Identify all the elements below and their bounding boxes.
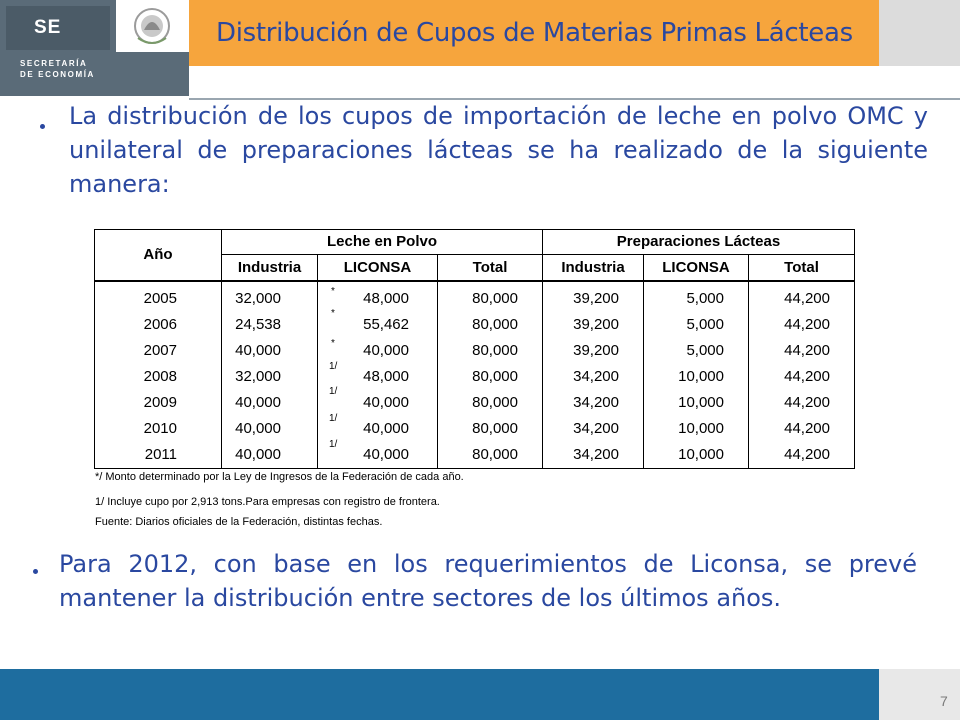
- cell-value: 80,000: [437, 390, 543, 416]
- cell-year: 2011: [94, 442, 222, 469]
- title-bar: [189, 0, 879, 66]
- cell-value: 24,538: [221, 312, 318, 338]
- subheader-liconsa: LICONSA: [643, 254, 749, 283]
- cell-year: 2006: [94, 312, 222, 338]
- table-header-row-2: Industria LICONSA Total Industria LICONS…: [95, 254, 855, 283]
- footnote-2: 1/ Incluye cupo por 2,913 tons.Para empr…: [95, 496, 440, 508]
- cell-value: 39,200: [542, 281, 644, 312]
- table-row: 2010 40,000 40,000 80,000 34,200 10,000 44,200: [94, 416, 855, 442]
- cell-value: 40,000: [317, 390, 438, 416]
- cell-value: 32,000: [221, 364, 318, 390]
- cell-value: 44,200: [748, 281, 855, 312]
- page-number: 7: [940, 693, 948, 709]
- logo-se-mark: SE: [6, 6, 110, 50]
- footnote-mark: *: [331, 308, 335, 319]
- cell-value: 40,000: [317, 338, 438, 364]
- cell-value: 80,000: [437, 338, 543, 364]
- table-row: 2011 40,000 40,000 80,000 34,200 10,000 44,200: [94, 442, 855, 469]
- cell-value: 40,000: [221, 442, 318, 469]
- mexico-coat-of-arms-icon: [116, 0, 189, 52]
- footnote-mark: *: [331, 338, 335, 349]
- cell-value: 10,000: [643, 416, 749, 442]
- table-row: 2007 40,000 40,000 80,000 39,200 5,000 44,200: [94, 338, 855, 364]
- cell-year: 2010: [94, 416, 222, 442]
- cell-value: 40,000: [221, 416, 318, 442]
- cell-value: 10,000: [643, 442, 749, 469]
- cell-value: 40,000: [317, 416, 438, 442]
- footer-end: [879, 669, 960, 720]
- table-body: 2005 32,000 48,000 80,000 39,200 5,000 44,200 2…: [94, 281, 855, 469]
- table-row: 2005 32,000 48,000 80,000 39,200 5,000 44,200: [94, 281, 855, 312]
- subheader-industria: Industria: [221, 254, 318, 283]
- bullet-dot-2: [33, 569, 38, 574]
- cell-value: 5,000: [643, 281, 749, 312]
- cell-value: 44,200: [748, 338, 855, 364]
- cell-value: 34,200: [542, 416, 644, 442]
- bullet-text-2: Para 2012, con base en los requerimiento…: [59, 550, 917, 612]
- cell-value: 34,200: [542, 390, 644, 416]
- cell-value: 44,200: [748, 390, 855, 416]
- footnote-mark: 1/: [329, 413, 338, 424]
- cell-value: 44,200: [748, 416, 855, 442]
- logo-subtitle-line1: SECRETARÍA: [20, 59, 88, 68]
- cell-value: 44,200: [748, 442, 855, 469]
- cell-value: 55,462: [317, 312, 438, 338]
- cell-value: 10,000: [643, 390, 749, 416]
- footnote-1: */ Monto determinado por la Ley de Ingre…: [95, 471, 464, 483]
- cell-year: 2009: [94, 390, 222, 416]
- cell-value: 40,000: [221, 390, 318, 416]
- bullet-text-1: La distribución de los cupos de importac…: [69, 102, 928, 198]
- table-row: 2009 40,000 40,000 80,000 34,200 10,000 44,200: [94, 390, 855, 416]
- cell-value: 80,000: [437, 281, 543, 312]
- cell-value: 44,200: [748, 364, 855, 390]
- cell-value: 39,200: [542, 338, 644, 364]
- cell-value: 44,200: [748, 312, 855, 338]
- cell-value: 5,000: [643, 338, 749, 364]
- header-year: Año: [94, 229, 222, 282]
- subheader-total: Total: [437, 254, 543, 283]
- subheader-liconsa: LICONSA: [317, 254, 438, 283]
- quota-table: Año Leche en Polvo Preparaciones Lácteas…: [94, 228, 855, 469]
- footnote-mark: *: [331, 286, 335, 297]
- subheader-total: Total: [748, 254, 855, 283]
- slide-title: Distribución de Cupos de Materias Primas…: [216, 18, 853, 48]
- header-preparaciones-lacteas: Preparaciones Lácteas: [542, 228, 855, 256]
- footnote-mark: 1/: [329, 439, 338, 450]
- cell-value: 80,000: [437, 416, 543, 442]
- footnote-mark: 1/: [329, 361, 338, 372]
- title-bar-end: [879, 0, 960, 66]
- footnote-source: Fuente: Diarios oficiales de la Federaci…: [95, 516, 383, 528]
- header-rule: [189, 98, 960, 100]
- cell-value: 48,000: [317, 364, 438, 390]
- cell-year: 2008: [94, 364, 222, 390]
- cell-value: 40,000: [317, 442, 438, 469]
- header-leche-en-polvo: Leche en Polvo: [221, 228, 543, 256]
- cell-value: 10,000: [643, 364, 749, 390]
- cell-value: 32,000: [221, 281, 318, 312]
- cell-value: 34,200: [542, 364, 644, 390]
- table-row: 2006 24,538 55,462 80,000 39,200 5,000 44,200: [94, 312, 855, 338]
- cell-year: 2005: [94, 281, 222, 312]
- logo-subtitle-line2: DE ECONOMÍA: [20, 70, 95, 79]
- cell-value: 48,000: [317, 281, 438, 312]
- logo-block: SE SECRETARÍA DE ECONOMÍA: [0, 0, 189, 96]
- footnote-mark: 1/: [329, 386, 338, 397]
- bullet-dot-1: [40, 124, 45, 129]
- cell-value: 40,000: [221, 338, 318, 364]
- cell-value: 80,000: [437, 312, 543, 338]
- footer-bar: [0, 669, 879, 720]
- cell-year: 2007: [94, 338, 222, 364]
- table-header-row-1: Año Leche en Polvo Preparaciones Lácteas: [94, 228, 855, 282]
- cell-value: 80,000: [437, 442, 543, 469]
- cell-value: 39,200: [542, 312, 644, 338]
- cell-value: 80,000: [437, 364, 543, 390]
- table-row: 2008 32,000 48,000 80,000 34,200 10,000 44,200: [94, 364, 855, 390]
- cell-value: 5,000: [643, 312, 749, 338]
- cell-value: 34,200: [542, 442, 644, 469]
- logo-subtitle: SECRETARÍA DE ECONOMÍA: [20, 58, 95, 80]
- subheader-industria: Industria: [542, 254, 644, 283]
